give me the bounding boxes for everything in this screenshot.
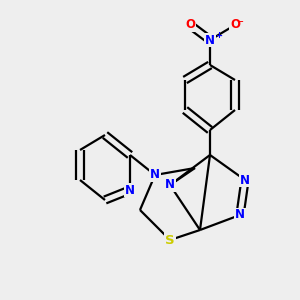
Text: N: N: [165, 178, 175, 191]
Text: N: N: [205, 34, 215, 46]
Text: O: O: [230, 19, 240, 32]
Text: N: N: [235, 208, 245, 221]
Text: N: N: [150, 169, 160, 182]
Text: N: N: [125, 184, 135, 196]
Text: S: S: [165, 233, 175, 247]
Text: −: −: [236, 17, 243, 26]
Text: N: N: [240, 173, 250, 187]
Text: O: O: [185, 19, 195, 32]
Text: +: +: [215, 31, 223, 40]
